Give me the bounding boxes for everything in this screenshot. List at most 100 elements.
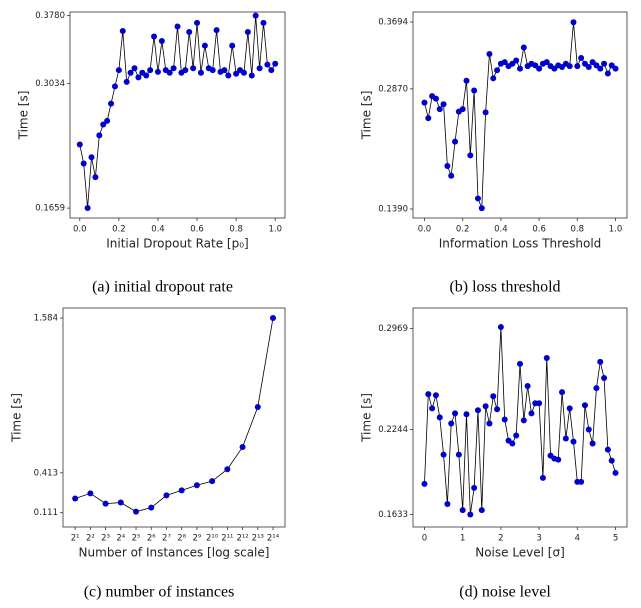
data-point [474,195,481,202]
x-tick-label: 4 [575,534,580,544]
y-tick-label: 0.2244 [378,425,408,435]
x-tick-label: 2¹³ [252,534,264,544]
data-point [72,495,79,502]
x-tick-label: 1.0 [268,225,282,235]
x-axis-label: Number of Instances [log scale] [79,546,270,560]
x-tick-label: 0.8 [229,225,243,235]
data-point [471,484,478,491]
x-tick-label: 0.4 [494,225,508,235]
data-point [574,63,581,70]
caption: (a) initial dropout rate [92,279,233,296]
data-point [490,75,497,82]
data-point [494,67,501,74]
data-point [194,19,201,26]
data-point [213,27,220,34]
subplot: 0.0 0.2 0.4 0.6 0.8 1.0 0.1659 0.3034 0.3780 Init… [17,11,286,296]
y-axis-label: Time [s] [10,393,24,443]
data-point [131,65,138,72]
data-point [524,383,531,390]
x-tick-label: 0.2 [112,225,126,235]
data-point [268,67,275,74]
data-point [566,405,573,412]
y-tick-label: 0.3694 [378,17,408,27]
data-point [240,69,247,76]
data-point [127,69,134,76]
data-point [578,55,585,62]
data-point [151,33,158,40]
data-point [233,70,240,77]
data-point [221,67,228,74]
data-point [517,360,523,367]
data-point [425,391,432,398]
data-point [111,83,118,90]
data-point [482,403,489,410]
data-point [193,482,200,489]
data-point [100,121,107,128]
data-point [444,162,451,169]
x-tick-label: 2² [86,534,95,544]
data-point [513,432,520,439]
x-tick-label: 0.6 [190,225,204,235]
data-point [543,354,550,361]
data-line [75,317,274,513]
y-axis-label: Time [s] [17,91,31,141]
data-point [570,438,577,445]
x-axis-label: Initial Dropout Rate [p₀] [106,237,248,251]
data-point [225,72,232,79]
data-point [182,67,189,74]
data-point [463,77,470,84]
data-point [133,508,140,515]
axes-frame [412,307,628,528]
data-point [452,138,459,145]
data-point [562,435,569,442]
y-tick-label: 0.413 [34,468,58,478]
y-tick-label: 0.3034 [35,79,65,89]
data-point [252,12,259,19]
data-point [513,57,520,64]
data-point [520,44,527,51]
data-line [79,15,276,209]
axes-frame [69,11,286,219]
caption: (d) noise level [459,584,551,601]
x-tick-label: 0.2 [456,225,470,235]
data-point [501,59,508,66]
data-point [104,117,111,124]
data-point [421,480,428,487]
data-point [76,141,83,148]
x-tick-label: 2⁷ [162,534,171,544]
x-tick-label: 2¹¹ [221,534,233,544]
data-point [459,106,466,113]
data-point [444,501,451,508]
x-tick-label: 2¹² [236,534,248,544]
x-tick-label: 1 [460,534,465,544]
data-point [244,28,251,35]
data-point [578,478,585,485]
data-point [448,420,455,427]
data-point [178,487,185,494]
data-point [459,507,466,514]
x-tick-label: 2⁵ [132,534,141,544]
data-point [585,63,592,70]
data-point [436,106,443,113]
data-point [440,451,447,458]
data-point [486,50,493,57]
x-tick-label: 0 [422,534,427,544]
data-point [224,466,231,473]
x-tick-label: 0.6 [532,225,546,235]
data-point [96,132,103,139]
x-tick-label: 1.0 [609,225,623,235]
data-point [239,444,246,451]
data-point [593,385,600,392]
data-point [471,87,478,94]
data-point [452,410,459,417]
y-tick-label: 0.2969 [378,324,408,334]
data-point [536,65,543,72]
data-point [604,70,611,77]
data-point [88,154,95,161]
x-tick-label: 2⁴ [116,534,125,544]
data-point [597,65,604,72]
data-point [209,478,216,485]
x-tick-label: 2¹⁰ [206,534,219,544]
data-point [501,416,508,423]
y-tick-label: 0.1390 [378,204,408,214]
